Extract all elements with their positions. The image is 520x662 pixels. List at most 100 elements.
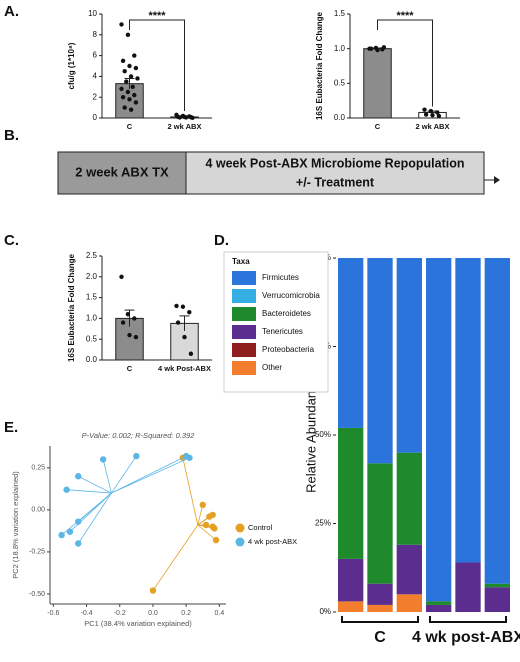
significance-label: **** [148, 10, 166, 22]
bar-segment [396, 452, 422, 545]
panel-label: C. [4, 232, 19, 249]
group-bracket [429, 616, 507, 623]
y-tick-label: 2.5 [86, 251, 98, 260]
legend-swatch [232, 307, 256, 321]
y-tick-label: 0.0 [86, 355, 98, 364]
data-point [183, 115, 189, 120]
spider-line [197, 524, 217, 541]
bar [363, 48, 392, 119]
data-point [128, 107, 134, 112]
data-point [435, 110, 440, 115]
data-point [133, 452, 140, 460]
data-point [187, 309, 192, 315]
y-tick-label: 1.0 [334, 44, 346, 53]
y-tick-label: 8 [93, 30, 98, 39]
legend-label: Bacteroidetes [262, 309, 311, 318]
y-tick-label: -0.50 [29, 591, 45, 598]
bar-segment [396, 258, 422, 453]
data-point [133, 334, 139, 340]
data-point [66, 528, 74, 535]
data-point [120, 95, 126, 100]
x-axis-label: PC1 (38.4% variation explained) [84, 619, 192, 628]
data-point [125, 32, 131, 37]
data-point [119, 86, 124, 92]
legend-swatch [235, 537, 245, 547]
data-point [127, 97, 132, 102]
data-point [120, 320, 126, 325]
data-point [132, 53, 137, 58]
y-tick-label: 2 [93, 92, 98, 101]
y-tick-label: 0.5 [334, 78, 346, 87]
data-point [212, 536, 220, 544]
legend-swatch [232, 361, 256, 375]
bar-segment [338, 427, 364, 559]
y-axis-label: 16S Eubacteria Fold Change [67, 253, 76, 362]
data-point [188, 351, 194, 356]
data-point [430, 113, 435, 118]
data-point [375, 47, 380, 53]
legend-label: Proteobacteria [262, 345, 315, 354]
x-tick-label: 0.4 [214, 610, 224, 617]
data-point [422, 107, 427, 112]
spider-line [61, 492, 112, 536]
panel-label: A. [4, 3, 19, 20]
y-tick-label: 50% [315, 430, 331, 439]
data-point [132, 316, 137, 321]
legend-swatch [232, 289, 256, 303]
data-point [128, 74, 134, 79]
x-tick-label: C [375, 122, 381, 131]
x-tick-label: -0.2 [114, 610, 126, 617]
legend-swatch [232, 271, 256, 285]
y-tick-label: 0.5 [86, 334, 98, 343]
bar-segment [484, 258, 510, 584]
y-tick-label: -0.25 [29, 549, 45, 556]
data-point [125, 312, 131, 317]
bar-segment [455, 562, 481, 612]
spider-line [78, 475, 112, 494]
spider-line [182, 457, 199, 526]
data-point [125, 89, 131, 95]
y-tick-label: 4 [93, 72, 98, 81]
data-point [75, 540, 82, 547]
bar-segment [484, 583, 510, 588]
x-tick-label: C [127, 122, 133, 131]
spider-line [111, 455, 137, 494]
data-point [119, 22, 124, 27]
data-point [124, 79, 129, 84]
spider-line [69, 492, 112, 533]
bar-segment [367, 583, 393, 605]
data-point [122, 69, 127, 74]
bar-segment [367, 604, 393, 612]
bar-segment [338, 601, 364, 612]
data-point [368, 46, 374, 51]
y-tick-label: 25% [315, 519, 331, 528]
y-axis-label: Relative Abundance [303, 377, 318, 493]
y-tick-label: 1.5 [334, 9, 346, 18]
significance-label: **** [396, 10, 414, 22]
x-tick-label: -0.4 [80, 610, 92, 617]
data-point [211, 525, 218, 532]
legend-label: 4 wk post-ABX [248, 537, 297, 546]
data-point [127, 332, 132, 338]
group-bracket [341, 616, 419, 623]
legend-label: Control [248, 523, 273, 532]
y-tick-label: 6 [93, 51, 98, 60]
y-tick-label: 0.0 [334, 113, 346, 122]
group-label: C [374, 629, 386, 646]
y-tick-label: 1.5 [86, 293, 98, 302]
legend-label: Firmicutes [262, 273, 299, 282]
data-point [423, 112, 429, 117]
spider-line [152, 524, 199, 591]
y-axis-label: PC2 (18.8% variation explained) [11, 471, 20, 579]
data-point [132, 92, 137, 98]
bar-segment [367, 258, 393, 464]
spider-line [111, 455, 187, 494]
timeline-text: 4 week Post-ABX Microbiome Repopulation [205, 156, 464, 170]
data-point [180, 304, 186, 309]
data-point [177, 115, 182, 120]
significance-bracket [377, 19, 433, 107]
group-label: 4 wk post-ABX [412, 629, 520, 646]
bar-segment [396, 544, 422, 595]
y-tick-label: 0.00 [31, 507, 45, 514]
